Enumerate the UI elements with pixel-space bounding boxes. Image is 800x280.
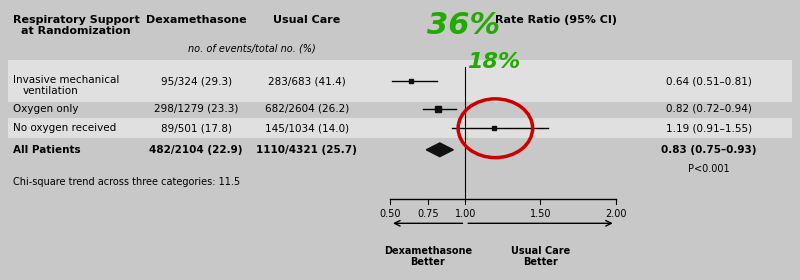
Text: no. of events/total no. (%): no. of events/total no. (%) xyxy=(188,44,315,54)
Text: Respiratory Support: Respiratory Support xyxy=(13,15,140,25)
Text: 89/501 (17.8): 89/501 (17.8) xyxy=(161,123,232,133)
Text: Dexamethasone: Dexamethasone xyxy=(146,15,246,25)
Text: Oxygen only: Oxygen only xyxy=(13,104,78,114)
Text: 1.19 (0.91–1.55): 1.19 (0.91–1.55) xyxy=(666,123,752,133)
Text: Rate Ratio (95% CI): Rate Ratio (95% CI) xyxy=(495,15,618,25)
Text: 0.83 (0.75–0.93): 0.83 (0.75–0.93) xyxy=(661,145,757,155)
Text: 1110/4321 (25.7): 1110/4321 (25.7) xyxy=(257,145,358,155)
Text: 18%: 18% xyxy=(466,52,520,72)
Text: 298/1279 (23.3): 298/1279 (23.3) xyxy=(154,104,238,114)
Text: 0.82 (0.72–0.94): 0.82 (0.72–0.94) xyxy=(666,104,752,114)
Text: ventilation: ventilation xyxy=(22,86,78,96)
Text: at Randomization: at Randomization xyxy=(21,26,130,36)
Text: 1.00: 1.00 xyxy=(454,209,476,219)
FancyBboxPatch shape xyxy=(8,118,792,138)
Text: 0.50: 0.50 xyxy=(379,209,401,219)
Text: 0.75: 0.75 xyxy=(417,209,438,219)
Text: No oxygen received: No oxygen received xyxy=(13,123,116,133)
Text: All Patients: All Patients xyxy=(13,145,81,155)
Text: P<0.001: P<0.001 xyxy=(688,164,730,174)
Text: Dexamethasone
Better: Dexamethasone Better xyxy=(384,246,472,267)
Text: 95/324 (29.3): 95/324 (29.3) xyxy=(161,76,232,86)
Text: Usual Care: Usual Care xyxy=(274,15,341,25)
Text: Invasive mechanical: Invasive mechanical xyxy=(13,75,119,85)
Text: 1.50: 1.50 xyxy=(530,209,551,219)
Text: Usual Care
Better: Usual Care Better xyxy=(511,246,570,267)
FancyBboxPatch shape xyxy=(8,60,792,102)
Text: 36%: 36% xyxy=(427,11,501,40)
Text: 283/683 (41.4): 283/683 (41.4) xyxy=(268,76,346,86)
Text: 0.64 (0.51–0.81): 0.64 (0.51–0.81) xyxy=(666,76,752,86)
Text: 2.00: 2.00 xyxy=(605,209,626,219)
Polygon shape xyxy=(426,143,454,157)
Text: Chi-square trend across three categories: 11.5: Chi-square trend across three categories… xyxy=(13,177,240,187)
Text: 482/2104 (22.9): 482/2104 (22.9) xyxy=(150,145,243,155)
Text: 145/1034 (14.0): 145/1034 (14.0) xyxy=(265,123,349,133)
Text: 682/2604 (26.2): 682/2604 (26.2) xyxy=(265,104,349,114)
